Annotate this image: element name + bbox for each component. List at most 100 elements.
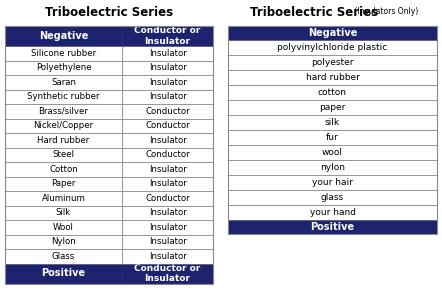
Text: cotton: cotton bbox=[318, 88, 347, 97]
Bar bbox=[122, 46, 213, 60]
Bar bbox=[122, 119, 213, 133]
Bar bbox=[122, 177, 213, 191]
Bar bbox=[122, 104, 213, 119]
Bar bbox=[228, 175, 437, 190]
Bar bbox=[228, 26, 437, 40]
Text: Positive: Positive bbox=[310, 222, 354, 232]
Bar bbox=[5, 162, 122, 177]
Text: Insulator: Insulator bbox=[149, 165, 187, 174]
Text: Insulator: Insulator bbox=[149, 78, 187, 87]
Bar bbox=[228, 160, 437, 175]
Text: Cotton: Cotton bbox=[49, 165, 78, 174]
Bar bbox=[228, 190, 437, 205]
Bar bbox=[122, 205, 213, 220]
Bar bbox=[228, 26, 437, 234]
Bar bbox=[5, 104, 122, 119]
Text: your hand: your hand bbox=[309, 208, 355, 217]
Text: Insulator: Insulator bbox=[149, 136, 187, 145]
Text: silk: silk bbox=[325, 118, 340, 127]
Bar bbox=[5, 119, 122, 133]
Bar bbox=[122, 75, 213, 90]
Text: Polyethylene: Polyethylene bbox=[36, 63, 91, 72]
Bar bbox=[5, 235, 122, 249]
Text: Insulator: Insulator bbox=[149, 63, 187, 72]
Text: Nickel/Copper: Nickel/Copper bbox=[34, 121, 94, 130]
Text: Positive: Positive bbox=[42, 269, 86, 278]
Text: hard rubber: hard rubber bbox=[305, 73, 359, 82]
Bar bbox=[122, 60, 213, 75]
Text: Conductor: Conductor bbox=[145, 150, 190, 159]
Bar bbox=[228, 55, 437, 70]
Text: Conductor: Conductor bbox=[145, 194, 190, 203]
Text: Triboelectric Series: Triboelectric Series bbox=[251, 6, 378, 19]
Bar bbox=[228, 100, 437, 115]
Text: Paper: Paper bbox=[51, 179, 76, 188]
Bar bbox=[122, 220, 213, 235]
Text: Aluminum: Aluminum bbox=[42, 194, 85, 203]
Text: (Insulators Only): (Insulators Only) bbox=[352, 7, 419, 16]
Bar bbox=[122, 162, 213, 177]
Bar bbox=[5, 205, 122, 220]
Text: Silk: Silk bbox=[56, 208, 71, 217]
Bar bbox=[5, 177, 122, 191]
Bar bbox=[5, 249, 122, 263]
Text: Insulator: Insulator bbox=[149, 252, 187, 261]
Bar bbox=[5, 220, 122, 235]
Text: Nylon: Nylon bbox=[51, 237, 76, 246]
Text: Saran: Saran bbox=[51, 78, 76, 87]
Bar bbox=[5, 60, 122, 75]
Bar bbox=[5, 46, 122, 60]
Bar bbox=[228, 85, 437, 100]
Bar bbox=[122, 191, 213, 205]
Text: Insulator: Insulator bbox=[149, 237, 187, 246]
Bar bbox=[5, 133, 122, 147]
Text: paper: paper bbox=[319, 103, 346, 112]
Text: your hair: your hair bbox=[312, 178, 353, 187]
Bar bbox=[5, 191, 122, 205]
Text: Conductor or
Insulator: Conductor or Insulator bbox=[134, 26, 201, 46]
Text: nylon: nylon bbox=[320, 163, 345, 172]
Bar bbox=[122, 249, 213, 263]
Text: Conductor: Conductor bbox=[145, 107, 190, 116]
Bar bbox=[5, 147, 122, 162]
Bar bbox=[122, 90, 213, 104]
Bar bbox=[122, 133, 213, 147]
Bar bbox=[5, 26, 122, 46]
Bar bbox=[228, 40, 437, 55]
Text: Conductor or
Insulator: Conductor or Insulator bbox=[134, 264, 201, 283]
Text: Hard rubber: Hard rubber bbox=[38, 136, 90, 145]
Text: Negative: Negative bbox=[308, 28, 357, 38]
Text: Insulator: Insulator bbox=[149, 179, 187, 188]
Bar bbox=[122, 235, 213, 249]
Bar bbox=[228, 130, 437, 145]
Bar bbox=[5, 263, 122, 283]
Bar bbox=[5, 26, 213, 283]
Bar bbox=[228, 115, 437, 130]
Text: Silicone rubber: Silicone rubber bbox=[31, 49, 96, 58]
Bar bbox=[5, 75, 122, 90]
Bar bbox=[122, 263, 213, 283]
Bar bbox=[122, 26, 213, 46]
Text: Glass: Glass bbox=[52, 252, 75, 261]
Text: Insulator: Insulator bbox=[149, 49, 187, 58]
Bar bbox=[228, 145, 437, 160]
Text: fur: fur bbox=[326, 133, 339, 142]
Text: wool: wool bbox=[322, 148, 343, 157]
Text: Triboelectric Series: Triboelectric Series bbox=[45, 6, 173, 19]
Bar bbox=[228, 220, 437, 234]
Bar bbox=[122, 147, 213, 162]
Text: Insulator: Insulator bbox=[149, 92, 187, 101]
Text: Wool: Wool bbox=[53, 223, 74, 232]
Text: Insulator: Insulator bbox=[149, 223, 187, 232]
Text: Conductor: Conductor bbox=[145, 121, 190, 130]
Text: Insulator: Insulator bbox=[149, 208, 187, 217]
Text: Synthetic rubber: Synthetic rubber bbox=[27, 92, 100, 101]
Bar bbox=[5, 90, 122, 104]
Text: Brass/silver: Brass/silver bbox=[38, 107, 88, 116]
Bar bbox=[228, 70, 437, 85]
Text: glass: glass bbox=[321, 193, 344, 202]
Bar bbox=[228, 205, 437, 220]
Text: Negative: Negative bbox=[39, 31, 88, 41]
Text: polyester: polyester bbox=[311, 58, 354, 67]
Text: polyvinylchloride plastic: polyvinylchloride plastic bbox=[278, 43, 388, 52]
